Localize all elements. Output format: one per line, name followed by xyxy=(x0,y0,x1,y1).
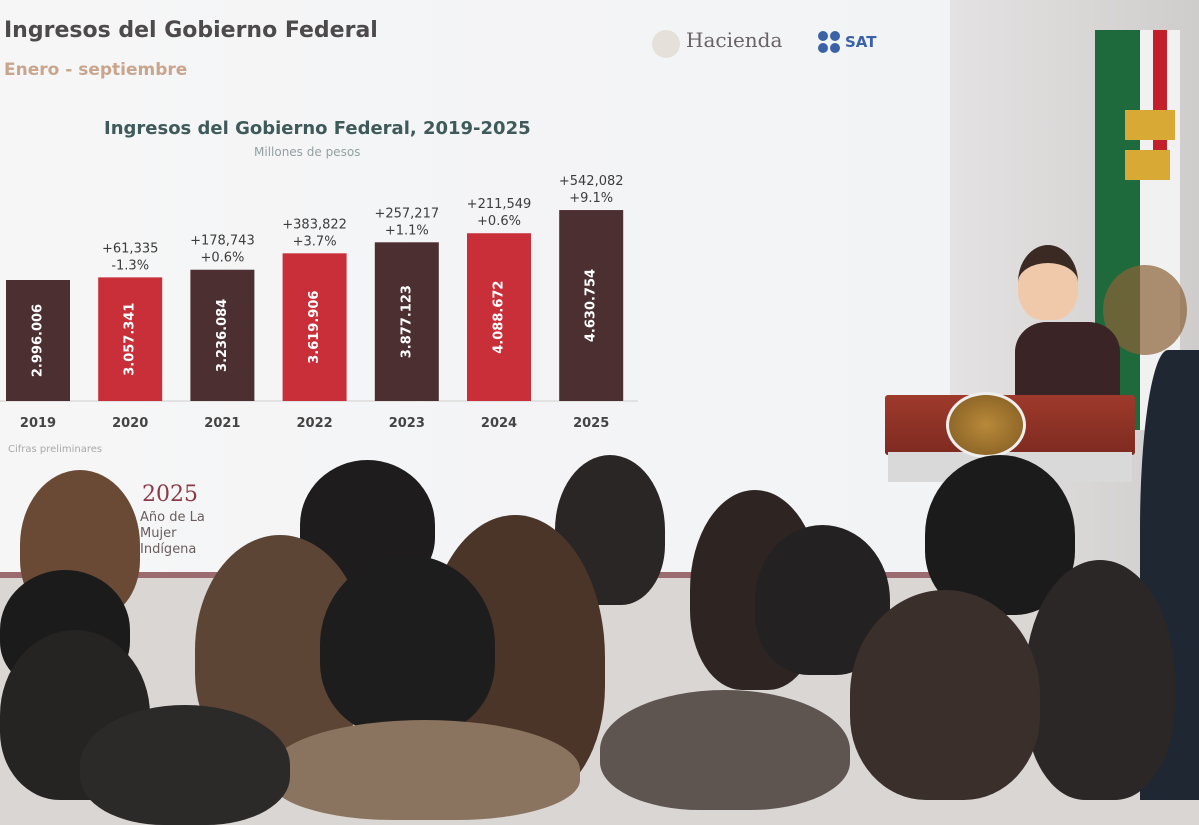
bar-2021 xyxy=(190,269,255,401)
chart-subtitle: Millones de pesos xyxy=(254,145,361,159)
bar-2023 xyxy=(374,242,439,401)
bar-value-label: 4.630.754 xyxy=(584,269,599,342)
change-absolute-label: +61,335 xyxy=(102,241,158,256)
bar-2020 xyxy=(98,277,163,401)
change-percent-label: -1.3% xyxy=(111,258,149,273)
bar-value-label: 4.088.672 xyxy=(492,281,507,354)
bar-value-label: 2.996.006 xyxy=(31,304,46,377)
footnote: Cifras preliminares xyxy=(8,444,103,455)
sat-dots-icon xyxy=(818,31,842,55)
hacienda-logo: Hacienda xyxy=(686,28,783,52)
bar-2025 xyxy=(559,210,624,401)
year-tick-label: 2024 xyxy=(481,416,517,431)
change-percent-label: +0.6% xyxy=(200,251,244,266)
year-tick-label: 2019 xyxy=(20,416,56,431)
change-absolute-label: +178,743 xyxy=(190,234,255,249)
change-percent-label: +0.6% xyxy=(477,214,521,229)
coat-of-arms-logo xyxy=(652,30,680,58)
mexican-flag xyxy=(1095,30,1187,430)
year-tick-label: 2020 xyxy=(112,416,148,431)
speaker xyxy=(1018,245,1078,320)
bar-value-label: 3.619.906 xyxy=(307,291,322,364)
bar-value-label: 3.236.084 xyxy=(215,299,230,372)
change-absolute-label: +211,549 xyxy=(467,197,532,212)
bar-value-label: 3.877.123 xyxy=(399,285,414,358)
bar-2022 xyxy=(282,253,347,401)
bar-chart: 2.996.006 2019 3.057.341 2020 +61,335 -1.3% 3.… xyxy=(0,174,638,431)
bar-value-label: 3.057.341 xyxy=(123,303,138,376)
change-percent-label: +1.1% xyxy=(385,223,429,238)
slide-subtitle: Enero - septiembre xyxy=(4,60,188,80)
change-percent-label: +3.7% xyxy=(293,234,337,249)
year-tick-label: 2021 xyxy=(204,416,240,431)
podium-emblem xyxy=(946,392,1026,458)
slide-title: Ingresos del Gobierno Federal xyxy=(4,18,378,43)
bar-2024 xyxy=(467,233,531,401)
bar-2019 xyxy=(6,280,70,401)
change-absolute-label: +383,822 xyxy=(282,217,347,232)
year-tick-label: 2025 xyxy=(573,416,609,431)
year-tick-label: 2022 xyxy=(297,416,333,431)
change-absolute-label: +257,217 xyxy=(374,206,439,221)
year-tick-label: 2023 xyxy=(389,416,425,431)
presentation-screen: Ingresos del Gobierno Federal Enero - se… xyxy=(0,0,950,578)
sat-logo: SAT xyxy=(845,33,877,51)
change-absolute-label: +542,082 xyxy=(559,174,624,189)
chart-title: Ingresos del Gobierno Federal, 2019-2025 xyxy=(104,118,531,139)
year-logo-subtitle: Año de La Mujer Indígena xyxy=(140,510,205,557)
change-percent-label: +9.1% xyxy=(569,191,613,206)
year-logo: 2025 xyxy=(142,482,198,507)
